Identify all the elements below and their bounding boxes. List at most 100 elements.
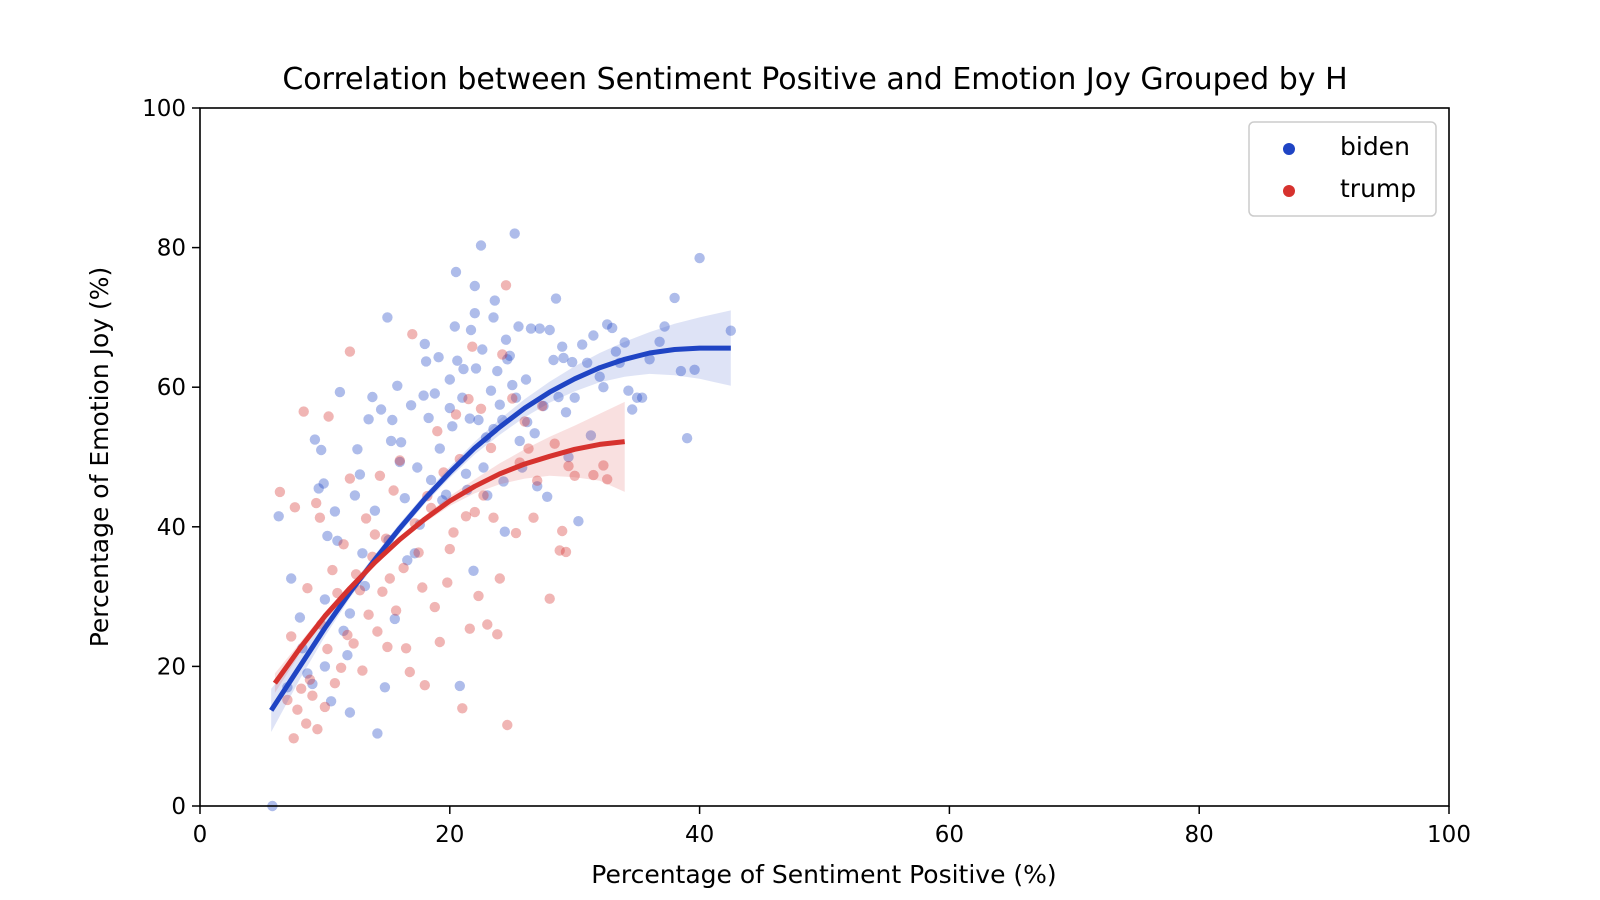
scatter-point-biden <box>419 338 430 350</box>
scatter-point-trump <box>304 674 316 685</box>
scatter-point-trump <box>588 469 599 481</box>
scatter-point-biden <box>469 280 480 292</box>
scatter-point-biden <box>623 385 634 396</box>
scatter-point-biden <box>681 433 693 444</box>
scatter-point-biden <box>338 625 349 636</box>
scatter-point-trump <box>544 593 555 604</box>
scatter-point-biden <box>514 435 525 447</box>
scatter-point-trump <box>335 662 347 673</box>
scatter-point-biden <box>482 490 493 501</box>
scatter-point-trump <box>485 442 497 454</box>
scatter-point-biden <box>402 555 413 566</box>
scatter-point-biden <box>440 489 452 500</box>
scatter-point-trump <box>528 512 539 523</box>
scatter-point-trump <box>301 718 312 729</box>
scatter-point-biden <box>334 386 346 398</box>
scatter-point-biden <box>619 337 630 348</box>
scatter-point-biden <box>498 476 509 487</box>
scatter-point-trump <box>494 573 505 584</box>
scatter-point-trump <box>329 678 341 689</box>
scatter-point-biden <box>382 312 393 323</box>
y-tick-label: 100 <box>142 96 186 122</box>
scatter-point-trump <box>302 583 313 594</box>
scatter-point-biden <box>385 435 397 447</box>
scatter-point-trump <box>384 573 395 584</box>
scatter-point-trump <box>537 400 548 412</box>
scatter-point-biden <box>502 354 513 365</box>
scatter-point-biden <box>367 391 378 403</box>
legend-marker-biden <box>1283 143 1295 155</box>
scatter-point-biden <box>316 444 327 456</box>
scatter-point-biden <box>433 352 444 363</box>
x-axis-label: Percentage of Sentiment Positive (%) <box>591 860 1056 889</box>
scatter-point-biden <box>694 252 705 264</box>
scatter-point-biden <box>558 352 569 364</box>
scatter-point-biden <box>631 392 643 403</box>
scatter-point-biden <box>602 319 613 330</box>
scatter-point-biden <box>538 400 549 412</box>
scatter-point-trump <box>394 455 405 466</box>
scatter-point-biden <box>349 490 361 501</box>
scatter-point-trump <box>549 438 560 449</box>
scatter-point-trump <box>404 666 415 678</box>
scatter-point-trump <box>348 638 359 649</box>
scatter-point-trump <box>482 619 493 630</box>
scatter-point-biden <box>444 402 455 414</box>
scatter-point-biden <box>423 412 434 424</box>
scatter-point-biden <box>394 456 405 468</box>
scatter-point-trump <box>532 475 543 486</box>
scatter-point-biden <box>389 613 400 625</box>
scatter-point-trump <box>502 719 513 731</box>
scatter-point-trump <box>274 486 286 498</box>
scatter-point-biden <box>399 493 410 504</box>
scatter-point-biden <box>434 443 445 454</box>
scatter-point-trump <box>282 694 293 706</box>
scatter-point-biden <box>465 324 477 336</box>
scatter-point-trump <box>289 502 301 513</box>
scatter-point-biden <box>636 392 648 403</box>
scatter-point-biden <box>363 414 374 425</box>
scatter-point-biden <box>582 357 593 368</box>
scatter-point-trump <box>500 280 512 291</box>
scatter-point-trump <box>563 460 574 472</box>
scatter-point-biden <box>520 374 532 385</box>
scatter-point-trump <box>327 564 338 576</box>
scatter-point-trump <box>497 349 508 360</box>
trend-line-biden <box>269 345 731 712</box>
scatter-point-biden <box>548 354 559 366</box>
scatter-point-trump <box>298 406 309 417</box>
scatter-point-biden <box>313 483 324 494</box>
scatter-point-biden <box>307 678 318 690</box>
scatter-point-biden <box>557 341 568 352</box>
scatter-point-biden <box>309 434 321 445</box>
scatter-point-trump <box>417 582 428 593</box>
scatter-point-biden <box>529 428 540 439</box>
scatter-point-trump <box>311 497 322 509</box>
scatter-point-biden <box>550 293 562 304</box>
scatter-point-biden <box>470 363 482 374</box>
legend-label-trump: trump <box>1340 174 1416 203</box>
scatter-point-biden <box>344 707 356 718</box>
legend-box <box>1248 121 1437 217</box>
scatter-point-trump <box>448 527 459 538</box>
scatter-point-trump <box>322 643 333 655</box>
scatter-point-trump <box>598 460 609 471</box>
scatter-point-biden <box>342 650 353 661</box>
scatter-point-biden <box>644 354 655 365</box>
scatter-point-biden <box>359 580 371 592</box>
scatter-point-biden <box>302 668 313 679</box>
scatter-point-biden <box>357 548 368 559</box>
scatter-point-trump <box>314 512 326 523</box>
scatter-point-biden <box>485 385 497 396</box>
scatter-point-trump <box>507 393 518 404</box>
scatter-point-trump <box>444 543 455 555</box>
x-tick-label: 40 <box>685 822 714 848</box>
x-tick-label: 20 <box>435 822 464 848</box>
scatter-point-biden <box>273 511 284 522</box>
scatter-point-trump <box>390 605 402 616</box>
scatter-point-biden <box>509 228 520 239</box>
scatter-point-biden <box>354 469 366 480</box>
scatter-point-biden <box>585 430 597 441</box>
scatter-point-trump <box>510 527 522 539</box>
y-tick-label: 40 <box>157 515 186 541</box>
